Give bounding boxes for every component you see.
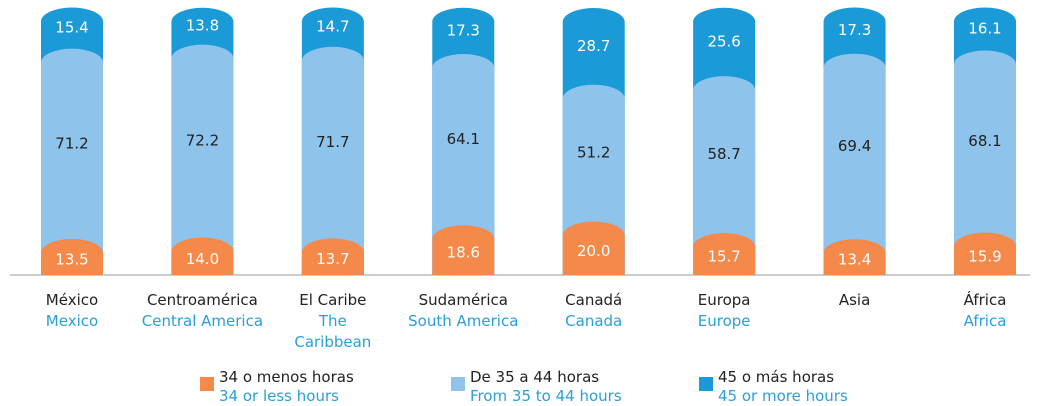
bar-segment — [954, 50, 1016, 276]
legend-label: 45 o más horas — [718, 368, 835, 386]
category-label: Canadá Canada — [524, 290, 664, 332]
value-label: 15.9 — [968, 247, 1001, 265]
category-es: El Caribe — [299, 291, 367, 309]
category-label: México Mexico — [2, 290, 142, 332]
value-label: 15.4 — [55, 19, 88, 37]
bar-segment — [41, 48, 103, 275]
category-es: Centroamérica — [146, 291, 258, 309]
value-label: 18.6 — [447, 244, 480, 262]
legend-label: De 35 a 44 horas — [470, 368, 600, 386]
bar-segment — [823, 239, 886, 275]
value-label: 51.2 — [577, 144, 610, 162]
category-en: Canada — [565, 312, 623, 330]
value-label: 17.3 — [447, 21, 480, 39]
bar-segment — [954, 232, 1016, 275]
value-label: 64.1 — [447, 130, 480, 148]
bar-segment — [693, 76, 756, 275]
value-label: 28.7 — [577, 37, 610, 55]
category-en: Europe — [697, 312, 751, 330]
legend-label: 34 o menos horas — [219, 368, 354, 386]
category-en: Africa — [963, 312, 1007, 330]
value-label: 72.2 — [186, 132, 219, 150]
value-label: 69.4 — [838, 137, 871, 155]
bar-segment — [301, 238, 364, 275]
bar-segment — [562, 221, 625, 275]
value-label: 20.0 — [577, 242, 610, 260]
category-en: South America — [408, 312, 519, 330]
bar-segment — [432, 225, 495, 275]
value-label: 13.4 — [838, 251, 871, 269]
bar-segment — [171, 237, 234, 275]
value-label: 14.0 — [186, 250, 219, 268]
value-label: 15.7 — [707, 248, 740, 266]
category-label: Europa Europe — [654, 290, 794, 332]
bar-segment — [432, 53, 495, 275]
category-label: Centroamérica Central America — [132, 290, 272, 332]
value-label: 25.6 — [707, 32, 740, 50]
category-es: Asia — [838, 291, 871, 309]
legend-item: 45 o más horas 45 or more hours — [699, 368, 848, 406]
legend-label-en: From 35 to 44 hours — [470, 387, 622, 405]
legend-item: 34 o menos horas 34 or less hours — [200, 368, 354, 406]
bar-segment — [171, 44, 234, 276]
legend-swatch — [699, 377, 713, 391]
legend-swatch — [200, 377, 214, 391]
legend-item: De 35 a 44 horas From 35 to 44 hours — [451, 368, 622, 406]
bar-segment — [693, 233, 756, 275]
legend-swatch — [451, 377, 465, 391]
value-label: 58.7 — [707, 145, 740, 163]
value-label: 13.5 — [55, 250, 88, 268]
category-label: Sudamérica South America — [393, 290, 533, 332]
value-label: 68.1 — [968, 132, 1001, 150]
value-label: 13.8 — [186, 17, 219, 35]
category-es: Europa — [697, 291, 751, 309]
value-label: 16.1 — [968, 20, 1001, 38]
category-en: Central America — [141, 312, 264, 330]
category-label: África Africa — [915, 290, 1040, 332]
category-en: Mexico — [45, 312, 99, 330]
bar-segment — [301, 46, 364, 275]
category-es: México — [45, 291, 99, 309]
category-es: África — [963, 291, 1007, 309]
category-label: El Caribe The Caribbean — [293, 290, 373, 353]
category-label: Asia — [785, 290, 925, 311]
value-label: 14.7 — [316, 18, 349, 36]
legend-label-en: 45 or more hours — [718, 387, 848, 405]
value-label: 17.3 — [838, 21, 871, 39]
value-label: 71.2 — [55, 134, 88, 152]
legend-label-en: 34 or less hours — [219, 387, 339, 405]
value-label: 13.7 — [316, 250, 349, 268]
value-label: 71.7 — [316, 133, 349, 151]
bar-segment — [823, 53, 886, 276]
category-es: Canadá — [565, 291, 623, 309]
category-en: The Caribbean — [294, 312, 372, 351]
category-es: Sudamérica — [418, 291, 508, 309]
bar-segment — [41, 238, 103, 275]
